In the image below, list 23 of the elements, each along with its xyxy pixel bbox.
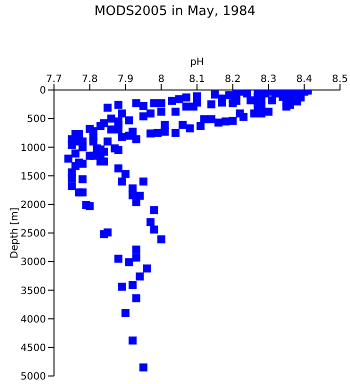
x-tick-label: 8.1 [189, 74, 205, 85]
x-tick-label: 8.4 [296, 74, 312, 85]
x-tick-label: 7.8 [82, 74, 98, 85]
y-tick-label: 500 [26, 114, 46, 126]
x-tick-label: 8.2 [224, 74, 241, 85]
y-tick-label: 3000 [20, 257, 46, 268]
x-tick-label: 8.5 [332, 74, 348, 85]
y-tick-label: 3500 [20, 286, 46, 297]
chart-title: MODS2005 in May, 1984 [93, 4, 257, 19]
x-tick-label: 7.9 [118, 74, 134, 85]
y-tick-label: 1500 [20, 171, 46, 182]
y-tick-label: 4000 [20, 314, 46, 326]
x-tick-label: 8 [158, 74, 164, 85]
y-tick-label: 1000 [20, 142, 46, 154]
y-axis-title: Depth [m] [10, 207, 21, 259]
y-tick-label: 2500 [20, 228, 46, 240]
y-tick-label: 2000 [20, 200, 46, 211]
x-tick-label: 7.7 [46, 74, 62, 85]
y-tick-label: 0 [40, 86, 46, 97]
y-tick-label: 4500 [20, 342, 46, 354]
x-tick-label: 8.3 [260, 74, 276, 85]
x-axis-title: pH [190, 57, 204, 68]
y-tick-label: 5000 [20, 372, 46, 383]
